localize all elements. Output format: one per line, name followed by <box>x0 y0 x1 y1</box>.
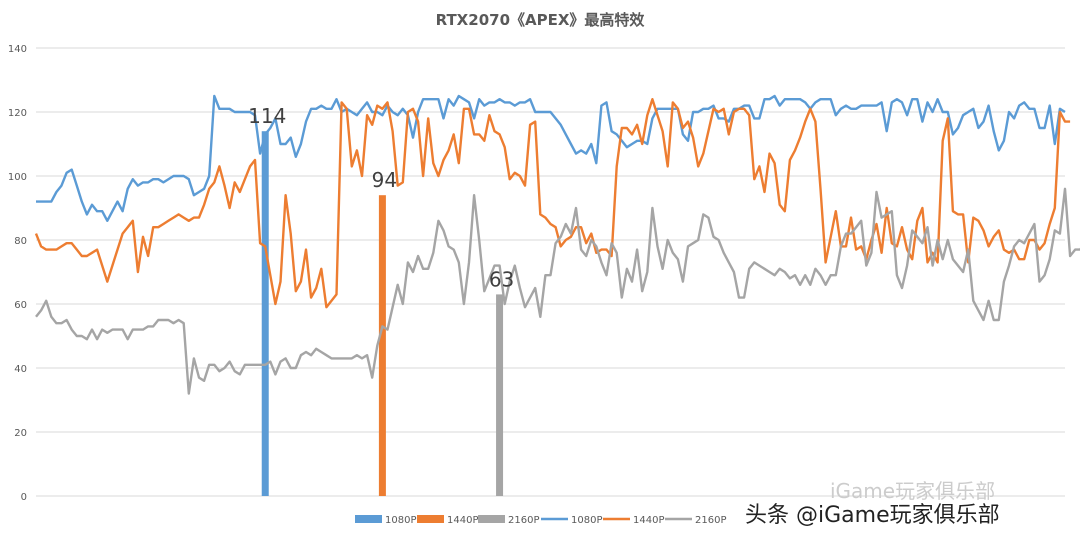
legend-label: 1440P <box>447 515 478 526</box>
y-tick-label: 100 <box>8 172 27 183</box>
legend-swatch <box>417 515 444 523</box>
watermark-faint: iGame玩家俱乐部 <box>830 479 995 503</box>
legend-swatch <box>478 515 505 523</box>
series-line-2160P <box>35 187 1080 395</box>
series-line-1080P <box>36 94 1066 223</box>
y-tick-label: 140 <box>8 44 27 55</box>
y-tick-label: 120 <box>8 108 27 119</box>
legend-swatch <box>355 515 382 523</box>
bar-2160P <box>496 294 504 496</box>
bar-value-label: 63 <box>489 267 514 291</box>
bar-callouts: 114 94 63 <box>248 104 514 291</box>
watermark: 头条 @iGame玩家俱乐部 <box>745 503 1000 528</box>
y-axis-ticks: 0 20 40 60 80 100 120 140 <box>8 44 27 503</box>
legend-label: 1440P <box>633 515 664 526</box>
y-tick-label: 0 <box>21 492 27 503</box>
legend-label: 1080P <box>385 515 416 526</box>
legend-label: 1080P <box>571 515 602 526</box>
bar-value-label: 114 <box>248 104 286 128</box>
bar-1440P <box>378 195 386 496</box>
bar-value-label: 94 <box>372 168 397 192</box>
y-tick-label: 60 <box>14 300 27 311</box>
series-line-1440P <box>34 97 1071 309</box>
bars <box>261 131 504 496</box>
y-tick-label: 80 <box>14 236 27 247</box>
y-tick-label: 40 <box>14 364 27 375</box>
legend-label: 2160P <box>695 515 726 526</box>
legend-label: 2160P <box>508 515 539 526</box>
series-lines <box>34 94 1080 395</box>
bar-1080P <box>261 131 269 496</box>
legend: 1080P 1440P 2160P 1080P 1440P 2160P <box>355 515 726 526</box>
y-tick-label: 20 <box>14 428 27 439</box>
chart-title: RTX2070《APEX》最高特效 <box>436 11 646 29</box>
